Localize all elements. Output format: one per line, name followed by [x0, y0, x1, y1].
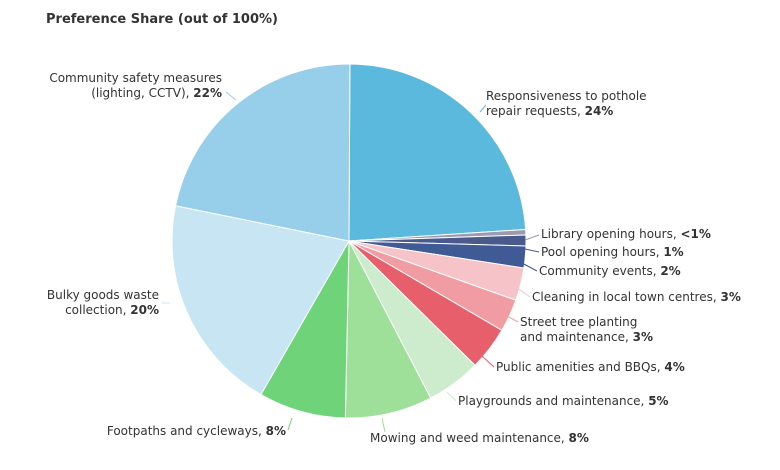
slice-label-line: repair requests, 24% [486, 104, 613, 118]
leader-line [521, 262, 538, 272]
slice-label-line: collection, 20% [65, 303, 159, 317]
slice-percent: 5% [648, 394, 668, 408]
leader-line [225, 91, 237, 101]
leader-line [524, 248, 540, 253]
leader-line [504, 314, 519, 323]
slice-label-line: Library opening hours, <1% [541, 227, 711, 241]
slice-label: Community safety measures (lighting, CCTV… [49, 71, 222, 100]
chart-title: Preference Share (out of 100%) [46, 12, 278, 27]
slice-percent: 3% [720, 290, 740, 304]
slice-percent: 20% [130, 303, 159, 317]
leader-line [446, 391, 457, 402]
leader-line [515, 286, 531, 298]
slice-label: Street tree planting and maintenance, 3% [520, 315, 653, 344]
slice-percent: 22% [193, 86, 222, 100]
slice-label-line: Playgrounds and maintenance, 5% [458, 394, 669, 408]
slice-label-line: Community events, 2% [539, 264, 681, 278]
slice-label: Bulky goods waste collection, 20% [47, 288, 159, 317]
leader-line [524, 234, 540, 241]
pie-slice [171, 205, 350, 396]
slice-label-line: (lighting, CCTV), 22% [91, 86, 222, 100]
slice-label-line: and maintenance, 3% [520, 330, 653, 344]
slice-label: Library opening hours, <1% [541, 227, 711, 241]
slice-label-line: Street tree planting [520, 315, 637, 329]
slice-label-line: Public amenities and BBQs, 4% [496, 360, 685, 374]
pie-slice [348, 63, 527, 242]
slice-percent: 24% [585, 104, 614, 118]
slice-label: Public amenities and BBQs, 4% [496, 360, 685, 374]
pie-slice [174, 63, 351, 242]
leader-line [381, 417, 386, 433]
slice-label-line: Cleaning in local town centres, 3% [532, 290, 741, 304]
slice-label: Mowing and weed maintenance, 8% [370, 431, 589, 445]
slice-label-line: Mowing and weed maintenance, 8% [370, 431, 589, 445]
slice-percent: <1% [680, 227, 710, 241]
slice-label: Responsiveness to pothole repair requests… [486, 89, 647, 118]
slice-label-line: Community safety measures [49, 71, 222, 85]
slice-percent: 3% [633, 330, 653, 344]
slice-percent: 1% [663, 245, 683, 259]
slice-percent: 2% [660, 264, 680, 278]
slice-percent: 8% [266, 424, 286, 438]
slice-label: Pool opening hours, 1% [541, 245, 684, 259]
leader-line [481, 355, 495, 368]
slice-label-line: Pool opening hours, 1% [541, 245, 684, 259]
slice-label: Cleaning in local town centres, 3% [532, 290, 741, 304]
slice-label: Community events, 2% [539, 264, 681, 278]
slice-label-line: Responsiveness to pothole [486, 89, 647, 103]
slice-percent: 8% [569, 431, 589, 445]
leader-line [287, 417, 293, 431]
leader-line [479, 104, 487, 113]
slice-label-line: Footpaths and cycleways, 8% [107, 424, 286, 438]
slice-percent: 4% [664, 360, 684, 374]
slice-label: Footpaths and cycleways, 8% [107, 424, 286, 438]
slice-label-line: Bulky goods waste [47, 288, 159, 302]
slice-label: Playgrounds and maintenance, 5% [458, 394, 669, 408]
